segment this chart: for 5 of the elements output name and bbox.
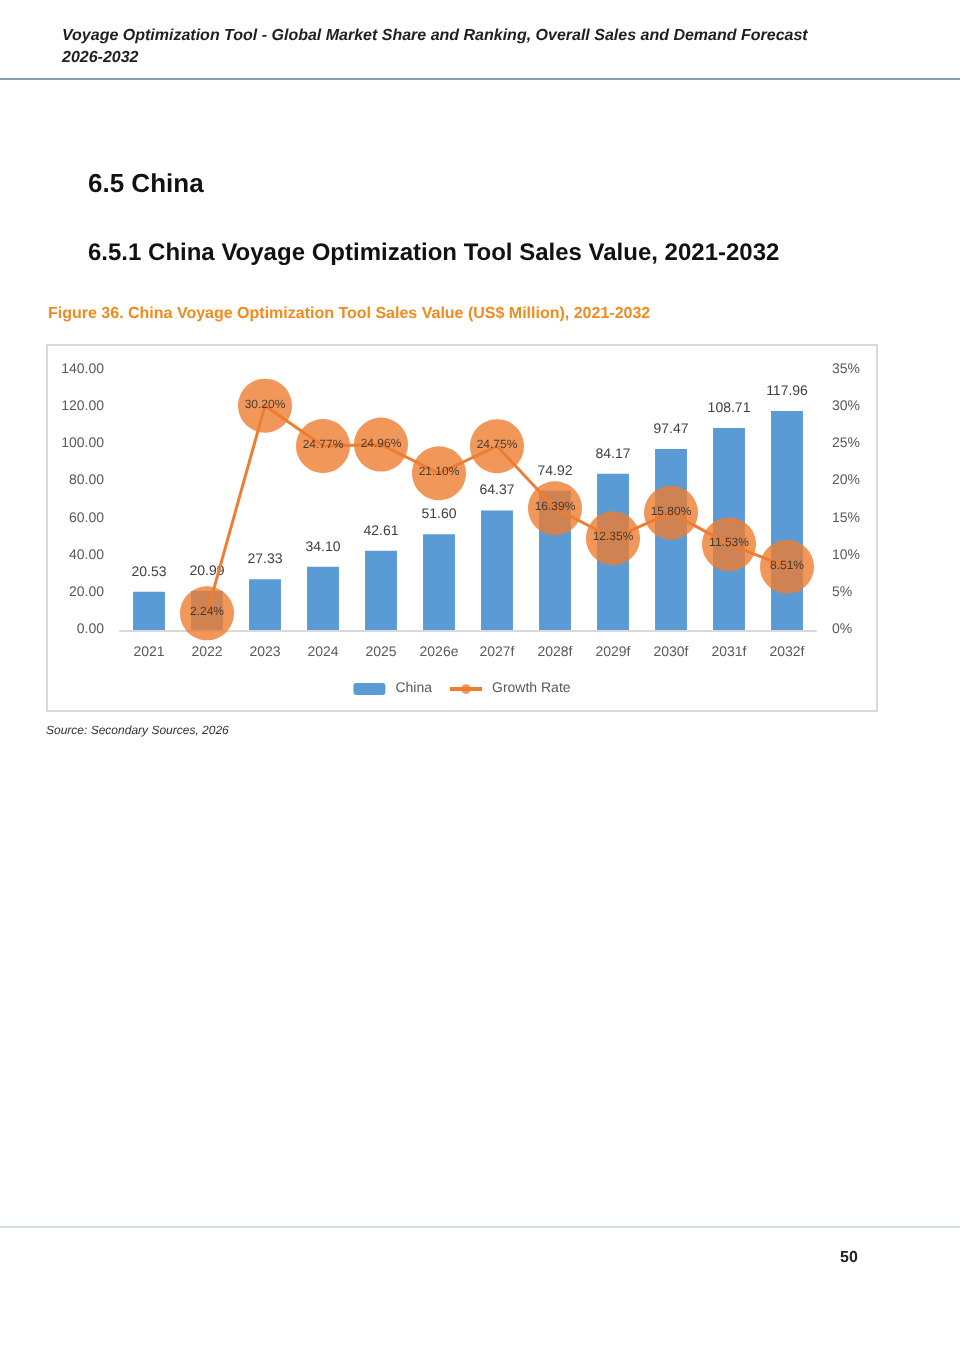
- text: 50: [840, 1248, 858, 1266]
- text: Voyage Optimization Tool - Global Market Share and Ranking, Overall Sales and Demand Forecast 2026-2032: [62, 24, 810, 68]
- text: 6.5.1 China Voyage Optimization Tool Sales Value, 2021-2032: [88, 238, 780, 266]
- text: 6.5 China: [88, 168, 204, 198]
- chart-title: Figure 36. China Voyage Optimization Tool Sales Value (US$ Million), 2021-2032: [48, 304, 651, 322]
